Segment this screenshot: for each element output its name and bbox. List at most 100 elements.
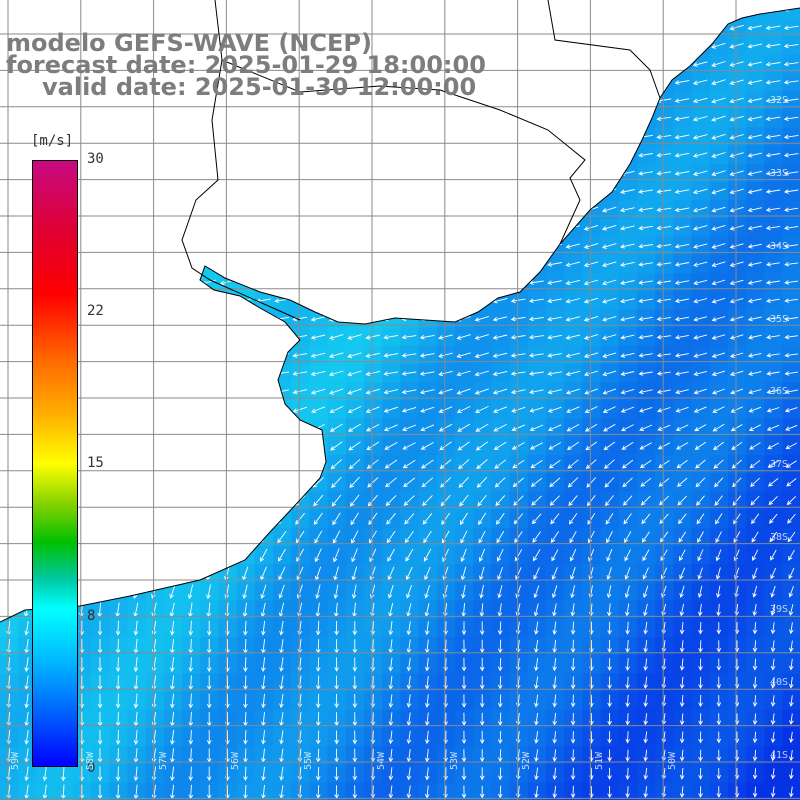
wind-arrow-icon bbox=[475, 423, 489, 432]
wind-arrow-icon bbox=[366, 459, 379, 469]
wind-arrow-icon bbox=[638, 406, 653, 413]
wind-arrow-icon bbox=[770, 768, 776, 780]
wind-arrow-icon bbox=[607, 640, 612, 653]
wind-arrow-icon bbox=[565, 370, 581, 377]
wind-arrow-icon bbox=[607, 713, 612, 726]
speed-cell bbox=[382, 527, 401, 547]
wind-arrow-icon bbox=[716, 640, 722, 653]
speed-cell bbox=[527, 527, 547, 547]
wind-arrow-icon bbox=[388, 657, 394, 672]
wind-arrow-icon bbox=[788, 658, 794, 671]
speed-cell bbox=[400, 418, 420, 438]
wind-arrow-icon bbox=[570, 712, 576, 726]
wind-arrow-icon bbox=[479, 657, 485, 672]
wind-arrow-icon bbox=[694, 424, 707, 432]
wind-arrow-icon bbox=[310, 352, 326, 358]
wind-arrow-icon bbox=[625, 749, 630, 762]
wind-arrow-icon bbox=[752, 713, 758, 726]
wind-arrow-icon bbox=[388, 621, 394, 636]
wind-arrow-icon bbox=[295, 512, 305, 525]
speed-cell bbox=[309, 546, 329, 565]
wind-arrow-icon bbox=[698, 640, 703, 653]
wind-arrow-icon bbox=[656, 298, 671, 304]
wind-arrow-icon bbox=[711, 133, 726, 140]
wind-arrow-icon bbox=[693, 261, 708, 267]
wind-arrow-icon bbox=[729, 61, 744, 67]
speed-cell bbox=[455, 546, 474, 565]
speed-cell bbox=[491, 473, 511, 492]
wind-arrow-icon bbox=[783, 61, 799, 67]
wind-arrow-icon bbox=[675, 406, 689, 413]
wind-arrow-icon bbox=[693, 334, 708, 340]
wind-arrow-icon bbox=[347, 334, 362, 340]
speed-cell bbox=[709, 400, 729, 420]
wind-arrow-icon bbox=[534, 639, 539, 654]
wind-arrow-icon bbox=[729, 43, 744, 49]
wind-arrow-icon bbox=[457, 423, 471, 432]
wind-arrow-icon bbox=[461, 730, 467, 745]
wind-arrow-icon bbox=[698, 786, 703, 798]
wind-arrow-icon bbox=[404, 513, 415, 525]
wind-arrow-icon bbox=[583, 261, 599, 268]
wind-arrow-icon bbox=[570, 567, 576, 581]
wind-arrow-icon bbox=[602, 370, 617, 377]
speed-cell bbox=[691, 436, 711, 456]
wind-arrow-icon bbox=[492, 334, 508, 340]
speed-cell bbox=[382, 564, 401, 583]
coastline bbox=[0, 7, 800, 623]
wind-arrow-icon bbox=[765, 25, 781, 31]
wind-arrow-icon bbox=[715, 549, 722, 562]
wind-arrow-icon bbox=[784, 407, 798, 413]
wind-arrow-icon bbox=[620, 334, 635, 340]
wind-arrow-icon bbox=[386, 530, 396, 544]
wind-arrow-icon bbox=[783, 116, 799, 122]
wind-arrow-icon bbox=[570, 676, 576, 690]
wind-arrow-icon bbox=[383, 406, 398, 413]
wind-arrow-icon bbox=[497, 585, 503, 599]
wind-arrow-icon bbox=[748, 389, 762, 395]
speed-cell bbox=[382, 473, 401, 492]
wind-arrow-icon bbox=[115, 657, 121, 673]
speed-cell bbox=[746, 546, 765, 565]
wind-arrow-icon bbox=[401, 371, 417, 376]
wind-arrow-icon bbox=[547, 316, 562, 322]
wind-arrow-icon bbox=[206, 657, 212, 673]
wind-arrow-icon bbox=[752, 549, 759, 562]
wind-arrow-icon bbox=[638, 189, 653, 194]
wind-arrow-icon bbox=[767, 478, 779, 487]
wind-arrow-icon bbox=[751, 513, 760, 525]
wind-arrow-icon bbox=[620, 406, 635, 413]
speed-cell bbox=[673, 546, 693, 565]
wind-arrow-icon bbox=[511, 442, 525, 450]
wind-arrow-icon bbox=[348, 441, 361, 451]
wind-arrow-icon bbox=[583, 279, 599, 286]
speed-cell bbox=[345, 509, 365, 529]
wind-arrow-icon bbox=[713, 459, 724, 469]
wind-arrow-icon bbox=[497, 749, 503, 763]
lon-label-51w: 51W bbox=[594, 751, 605, 770]
wind-arrow-icon bbox=[656, 243, 672, 249]
wind-arrow-icon bbox=[424, 621, 430, 636]
wind-arrow-icon bbox=[510, 371, 526, 376]
wind-arrow-icon bbox=[549, 477, 561, 488]
wind-arrow-icon bbox=[602, 261, 617, 268]
lon-label-55w: 55W bbox=[303, 751, 314, 770]
wind-arrow-icon bbox=[765, 207, 781, 213]
wind-arrow-icon bbox=[656, 280, 672, 285]
wind-arrow-icon bbox=[551, 567, 558, 580]
wind-arrow-icon bbox=[747, 170, 763, 176]
wind-arrow-icon bbox=[747, 261, 762, 267]
wind-arrow-icon bbox=[384, 442, 398, 450]
lon-label-56w: 56W bbox=[230, 751, 241, 770]
speed-cell bbox=[709, 546, 729, 565]
wind-arrow-icon bbox=[674, 134, 690, 140]
wind-arrow-icon bbox=[750, 477, 761, 487]
wind-arrow-icon bbox=[786, 478, 797, 487]
speed-cell bbox=[509, 473, 529, 492]
speed-cell bbox=[364, 400, 383, 420]
wind-arrow-icon bbox=[566, 441, 579, 451]
wind-arrow-icon bbox=[365, 406, 380, 413]
wind-arrow-icon bbox=[529, 389, 544, 395]
wind-arrow-icon bbox=[765, 61, 781, 67]
